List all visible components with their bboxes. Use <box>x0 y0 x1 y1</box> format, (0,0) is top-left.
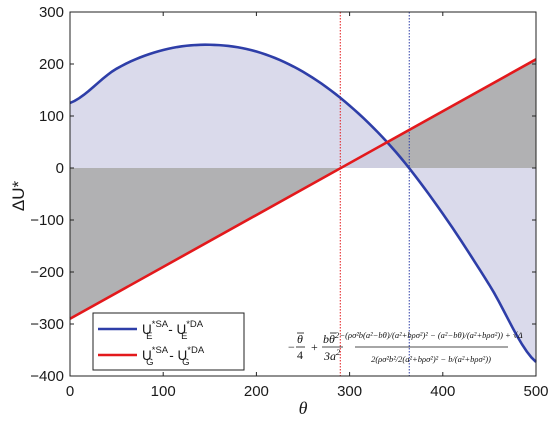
svg-text:4: 4 <box>297 348 303 362</box>
series-line-blue <box>69 43 537 363</box>
legend-entry-red: U*SA G - U*DA G <box>142 345 205 368</box>
annotation-right-denominator: 2(ρσ²b²/2(a²+bρσ²)² − b/(a²+bρσ²)) <box>371 354 491 364</box>
legend-entry-blue: U*SA E - U*DA E <box>142 319 204 342</box>
fill-blue-to-zero <box>70 44 536 362</box>
data-series <box>69 43 537 363</box>
y-tick-label-6: −300 <box>30 316 64 333</box>
x-tick-label-400: 400 <box>430 383 455 400</box>
svg-text:bθ2: bθ2 <box>323 330 340 346</box>
y-tick-label-0: 300 <box>39 4 64 21</box>
x-tick-label-0: 0 <box>66 383 74 400</box>
x-axis-label: θ <box>299 398 308 418</box>
svg-text:−: − <box>288 340 295 354</box>
x-tick-label-500: 500 <box>523 383 548 400</box>
svg-text:+: + <box>311 340 318 354</box>
y-tick-label-2: 100 <box>39 108 64 125</box>
series-line-red <box>69 58 537 320</box>
x-tick-label-100: 100 <box>151 383 176 400</box>
axis-ticks: 0 100 200 300 400 500 300 200 100 0 −100 −200 −300 −4… <box>30 4 548 400</box>
annotation-right-numerator: −(ρσ²b(a²−bθ)/(a²+bρσ²)² − (a²−bθ)/(a²+b… <box>339 330 522 340</box>
x-tick-label-300: 300 <box>337 383 362 400</box>
legend: U*SA E - U*DA E U*SA G - U*DA G <box>92 312 245 371</box>
svg-text:θ: θ <box>297 332 303 346</box>
svg-text:3a2: 3a2 <box>323 347 341 363</box>
annotation-left-formula: − θ 4 + bθ2 3a2 <box>288 330 343 363</box>
y-axis-label: ΔU* <box>9 180 28 211</box>
annotation-right-formula: −(ρσ²b(a²−bθ)/(a²+bρσ²)² − (a²−bθ)/(a²+b… <box>339 330 522 364</box>
y-tick-label-1: 200 <box>39 56 64 73</box>
plot-frame <box>69 11 537 377</box>
y-tick-label-3: 0 <box>56 160 64 177</box>
y-tick-label-4: −100 <box>30 212 64 229</box>
y-tick-label-5: −200 <box>30 264 64 281</box>
legend-box <box>92 312 245 371</box>
x-tick-label-200: 200 <box>244 383 269 400</box>
y-tick-label-7: −400 <box>30 368 64 385</box>
vertical-reference-lines <box>339 12 410 376</box>
